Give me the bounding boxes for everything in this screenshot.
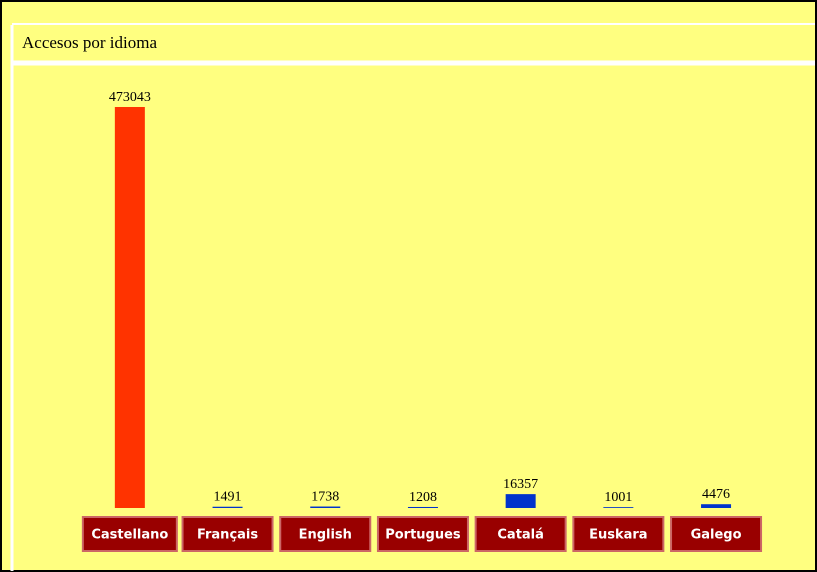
value-label: 1738: [311, 490, 339, 505]
language-button[interactable]: English: [279, 516, 372, 552]
button-label[interactable]: Castellano: [91, 528, 168, 543]
button-face[interactable]: [474, 516, 567, 552]
value-label: 1001: [604, 490, 632, 505]
value-label: 1208: [409, 490, 437, 505]
button-label[interactable]: Portugues: [385, 528, 461, 543]
bar: [212, 506, 243, 508]
value-label: 473043: [109, 90, 151, 105]
button-face[interactable]: [81, 516, 178, 552]
button-label[interactable]: English: [299, 528, 352, 543]
language-button[interactable]: Euskara: [572, 516, 665, 552]
bar: [114, 107, 145, 508]
button-face[interactable]: [279, 516, 372, 552]
button-face[interactable]: [670, 516, 763, 552]
button-face[interactable]: [181, 516, 274, 552]
button-label[interactable]: Galego: [691, 528, 742, 543]
title-bar: [2, 2, 815, 60]
bar: [407, 506, 438, 508]
value-label: 4476: [702, 487, 730, 502]
language-button[interactable]: Catalá: [474, 516, 567, 552]
button-face[interactable]: [572, 516, 665, 552]
button-face[interactable]: [376, 516, 469, 552]
button-label[interactable]: Catalá: [497, 528, 544, 543]
chart-title: Accesos por idioma: [22, 33, 157, 52]
value-label: 1491: [214, 490, 242, 505]
button-label[interactable]: Euskara: [589, 528, 647, 543]
button-label[interactable]: Français: [197, 528, 258, 543]
language-button[interactable]: Portugues: [376, 516, 469, 552]
value-label: 16357: [503, 477, 538, 492]
bar: [603, 507, 634, 508]
bar: [701, 504, 732, 508]
language-button[interactable]: Galego: [670, 516, 763, 552]
language-button[interactable]: Français: [181, 516, 274, 552]
language-button[interactable]: Castellano: [81, 516, 178, 552]
bar: [310, 506, 341, 508]
bar: [505, 494, 536, 508]
